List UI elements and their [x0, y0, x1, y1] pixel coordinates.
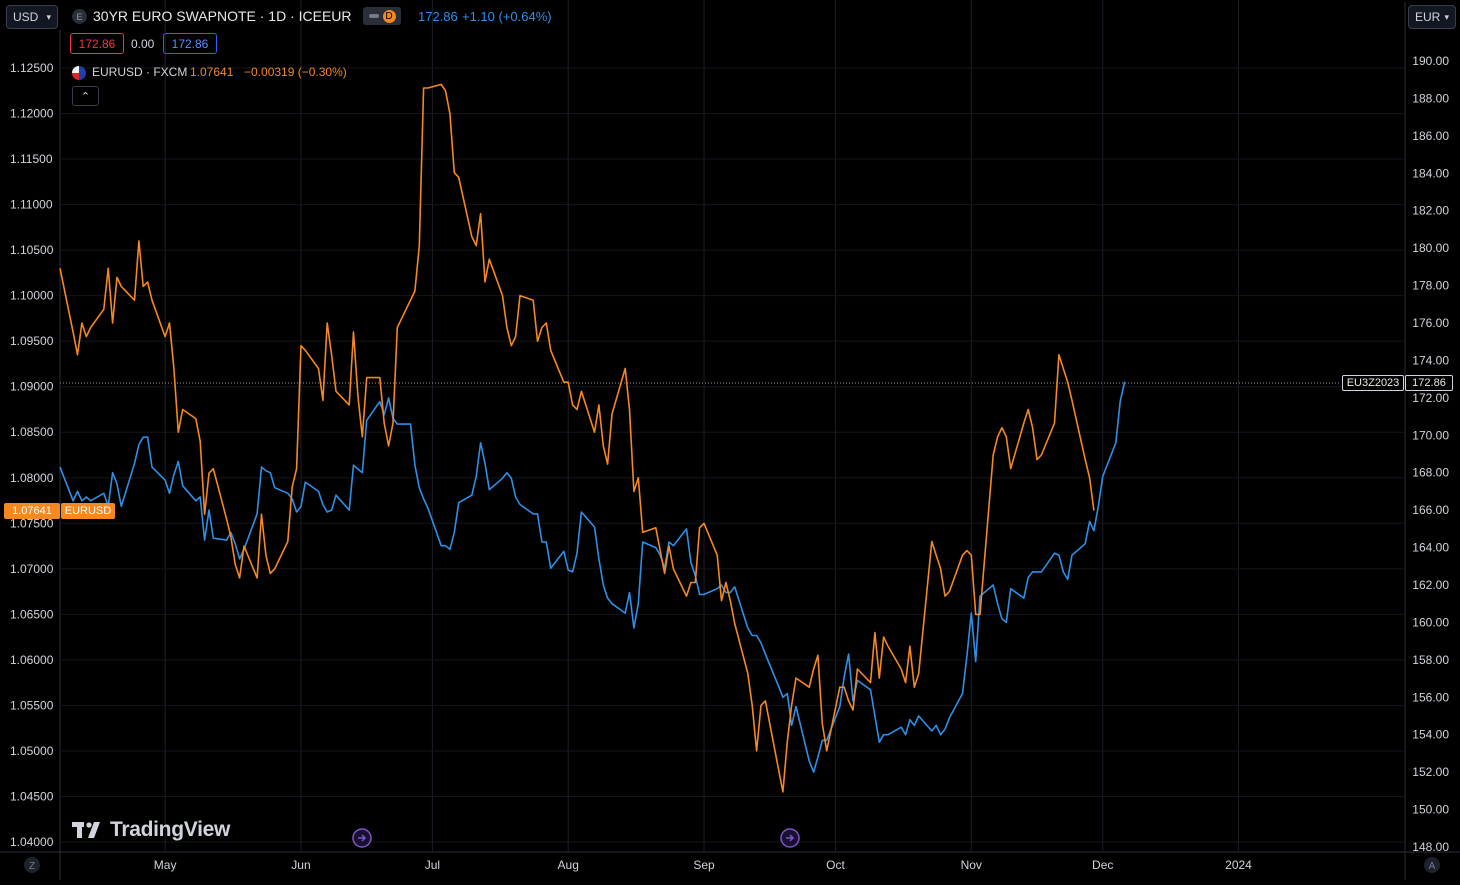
- x-tick-label: Dec: [1092, 858, 1113, 872]
- tradingview-logo[interactable]: TradingView: [72, 818, 230, 842]
- swap-name-label: EU3Z2023: [1342, 375, 1404, 391]
- event-arrow-icon: [786, 834, 795, 842]
- right-tick-label: 180.00: [1412, 241, 1449, 255]
- status-d-badge: D: [382, 9, 396, 23]
- x-tick-label: Jul: [425, 858, 440, 872]
- watermark-text: TradingView: [110, 818, 231, 841]
- right-tick-label: 162.00: [1412, 578, 1449, 592]
- left-tick-label: 1.11000: [10, 198, 53, 212]
- left-tick-label: 1.09500: [10, 334, 54, 348]
- tradingview-logo-icon: [72, 822, 100, 838]
- left-currency-label: USD: [13, 10, 39, 24]
- left-corner-glyph: Z: [29, 861, 35, 872]
- exchange-logo-icon: E: [72, 9, 87, 24]
- spread-value: 0.00: [131, 37, 155, 51]
- right-tick-label: 168.00: [1412, 466, 1449, 480]
- right-corner-glyph: A: [1429, 861, 1436, 872]
- right-tick-label: 182.00: [1412, 204, 1449, 218]
- x-tick-label: Nov: [961, 858, 982, 872]
- left-tick-label: 1.07000: [10, 562, 54, 576]
- right-tick-label: 152.00: [1412, 765, 1449, 779]
- right-tick-label: 184.00: [1412, 166, 1449, 180]
- flag-eurusd-icon: [72, 66, 86, 80]
- left-axis: 1.12500 1.12000 1.11500 1.11000 1.10500 1.100…: [10, 61, 54, 849]
- left-tick-label: 1.07500: [10, 516, 54, 530]
- x-axis: May Jun Jul Aug Sep Oct Nov Dec 2024 Z A: [24, 857, 1440, 873]
- right-tick-label: 156.00: [1412, 690, 1449, 704]
- left-tick-label: 1.10500: [10, 243, 54, 257]
- left-tick-label: 1.04000: [10, 835, 54, 849]
- left-tick-label: 1.06000: [10, 653, 54, 667]
- left-tick-label: 1.09000: [10, 380, 54, 394]
- series-line-swapnote: [59, 381, 1126, 773]
- event-arrow-icon: [358, 834, 367, 842]
- chevron-down-icon: ▾: [1444, 11, 1449, 22]
- x-tick-label: Aug: [558, 858, 579, 872]
- left-tick-label: 1.06500: [10, 607, 54, 621]
- series-line-eurusd: [59, 83, 1095, 793]
- eurusd-price-label: 1.07641: [4, 503, 60, 519]
- right-tick-label: 164.00: [1412, 541, 1449, 555]
- compare-symbol[interactable]: EURUSD · FXCM: [92, 65, 188, 79]
- left-tick-label: 1.08000: [10, 471, 54, 485]
- right-tick-label: 174.00: [1412, 353, 1449, 367]
- right-tick-label: 160.00: [1412, 615, 1449, 629]
- right-tick-label: 150.00: [1412, 803, 1449, 817]
- eurusd-name-label: EURUSD: [61, 503, 115, 519]
- x-tick-label: Oct: [826, 858, 845, 872]
- right-currency-label: EUR: [1415, 10, 1441, 24]
- main-change: +1.10 (+0.64%): [462, 9, 552, 24]
- status-dot: [368, 14, 379, 18]
- left-tick-label: 1.12500: [10, 61, 54, 75]
- right-tick-label: 186.00: [1412, 129, 1449, 143]
- bid-price-button[interactable]: 172.86: [70, 33, 124, 54]
- right-currency-button[interactable]: EUR ▾: [1408, 5, 1456, 29]
- left-corner-button[interactable]: [24, 857, 40, 873]
- series-group: [59, 83, 1126, 793]
- left-tick-label: 1.11500: [10, 152, 53, 166]
- right-axis: 190.00 188.00 186.00 184.00 182.00 180.00 178.…: [1412, 54, 1449, 854]
- chevron-up-icon: ⌃: [80, 90, 91, 103]
- right-tick-label: 170.00: [1412, 428, 1449, 442]
- right-tick-label: 158.00: [1412, 653, 1449, 667]
- left-tick-label: 1.05500: [10, 698, 54, 712]
- left-currency-button[interactable]: USD ▾: [6, 5, 58, 29]
- left-tick-label: 1.12000: [10, 107, 54, 121]
- left-tick-label: 1.05000: [10, 744, 54, 758]
- symbol-title[interactable]: 30YR EURO SWAPNOTE · 1D · ICEEUR: [93, 8, 352, 24]
- right-corner-button[interactable]: [1424, 857, 1440, 873]
- right-tick-label: 190.00: [1412, 54, 1449, 68]
- compare-price: 1.07641: [190, 65, 234, 79]
- left-tick-label: 1.08500: [10, 425, 54, 439]
- x-tick-label: Jun: [291, 858, 310, 872]
- right-tick-label: 148.00: [1412, 840, 1449, 854]
- right-tick-label: 154.00: [1412, 728, 1449, 742]
- ask-price-button[interactable]: 172.86: [163, 33, 217, 54]
- swap-price-label: 172.86: [1405, 375, 1453, 391]
- market-status-badge[interactable]: D: [363, 7, 401, 25]
- right-tick-label: 172.00: [1412, 391, 1449, 405]
- right-tick-label: 188.00: [1412, 91, 1449, 105]
- right-tick-label: 166.00: [1412, 503, 1449, 517]
- right-tick-label: 176.00: [1412, 316, 1449, 330]
- x-tick-label: 2024: [1225, 858, 1252, 872]
- left-tick-label: 1.04500: [10, 789, 54, 803]
- compare-change: −0.00319 (−0.30%): [244, 65, 347, 79]
- main-price: 172.86: [418, 9, 458, 24]
- right-tick-label: 178.00: [1412, 279, 1449, 293]
- chevron-down-icon: ▾: [46, 11, 51, 22]
- left-tick-label: 1.10000: [10, 289, 54, 303]
- event-markers: [352, 828, 800, 848]
- collapse-legend-button[interactable]: ⌃: [72, 86, 99, 106]
- x-tick-label: Sep: [693, 858, 715, 872]
- x-tick-label: May: [154, 858, 177, 872]
